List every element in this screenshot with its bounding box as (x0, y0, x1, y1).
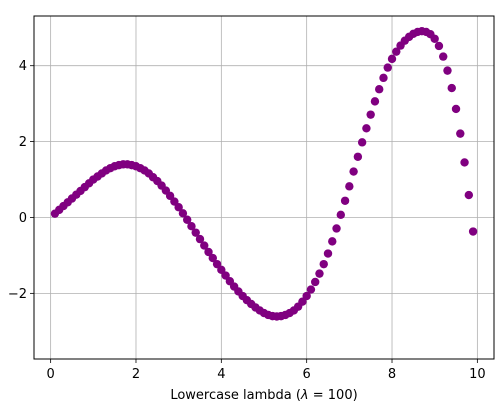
data-point (460, 158, 469, 167)
data-point (182, 215, 192, 224)
data-point (447, 83, 456, 93)
x-tick-label: 8 (388, 367, 396, 382)
y-tick-label: 4 (19, 59, 27, 74)
data-point (468, 227, 478, 236)
x-axis-label: Lowercase lambda (λ = 100) (170, 388, 357, 403)
data-point (311, 277, 320, 287)
data-point (191, 228, 200, 237)
data-point (187, 222, 196, 231)
data-point (430, 34, 439, 43)
data-point (379, 73, 388, 83)
data-points (50, 26, 478, 321)
data-point (195, 234, 205, 244)
data-point (204, 247, 213, 257)
data-point (332, 224, 341, 233)
data-point (208, 253, 217, 263)
data-point (345, 182, 354, 191)
data-point (349, 167, 358, 176)
data-point (353, 152, 363, 161)
x-axis-label-prefix: Lowercase lambda ( (170, 388, 301, 403)
data-point (387, 54, 397, 64)
data-point (439, 52, 448, 61)
data-point (357, 138, 367, 147)
data-point (456, 129, 465, 138)
data-point (174, 203, 183, 212)
plot-frame (33, 15, 495, 360)
y-tick-label: 0 (19, 211, 27, 226)
x-axis-label-equals: = (309, 388, 328, 403)
data-point (319, 259, 328, 269)
data-point (315, 269, 324, 278)
data-point (302, 291, 311, 301)
y-tick-label: 2 (19, 135, 27, 150)
data-point (336, 210, 346, 220)
data-point (328, 237, 337, 246)
data-point (366, 110, 375, 119)
data-point (375, 85, 384, 94)
data-point (451, 104, 461, 114)
x-tick-label: 10 (469, 367, 486, 382)
x-tick-label: 4 (217, 367, 225, 382)
x-tick-label: 6 (303, 367, 311, 382)
x-axis-label-lambda-symbol: λ (300, 388, 309, 403)
data-point (434, 41, 444, 51)
data-point (323, 249, 333, 258)
data-point (200, 241, 209, 250)
y-tick-label: −2 (8, 287, 27, 302)
x-axis-label-value: 100 (328, 388, 353, 403)
data-point (362, 124, 371, 133)
data-point (178, 209, 188, 218)
data-point (464, 190, 474, 200)
grid (34, 16, 494, 359)
data-point (383, 63, 392, 72)
x-tick-label: 0 (47, 367, 55, 382)
data-point (306, 285, 316, 294)
data-point (340, 196, 350, 205)
axis-ticks: 0 2 4 6 8 10 −2 0 2 4 (8, 59, 486, 382)
data-point (370, 97, 380, 106)
data-point (443, 66, 452, 75)
x-axis-label-suffix: ) (353, 388, 358, 403)
x-tick-label: 2 (132, 367, 140, 382)
data-point (392, 47, 401, 56)
